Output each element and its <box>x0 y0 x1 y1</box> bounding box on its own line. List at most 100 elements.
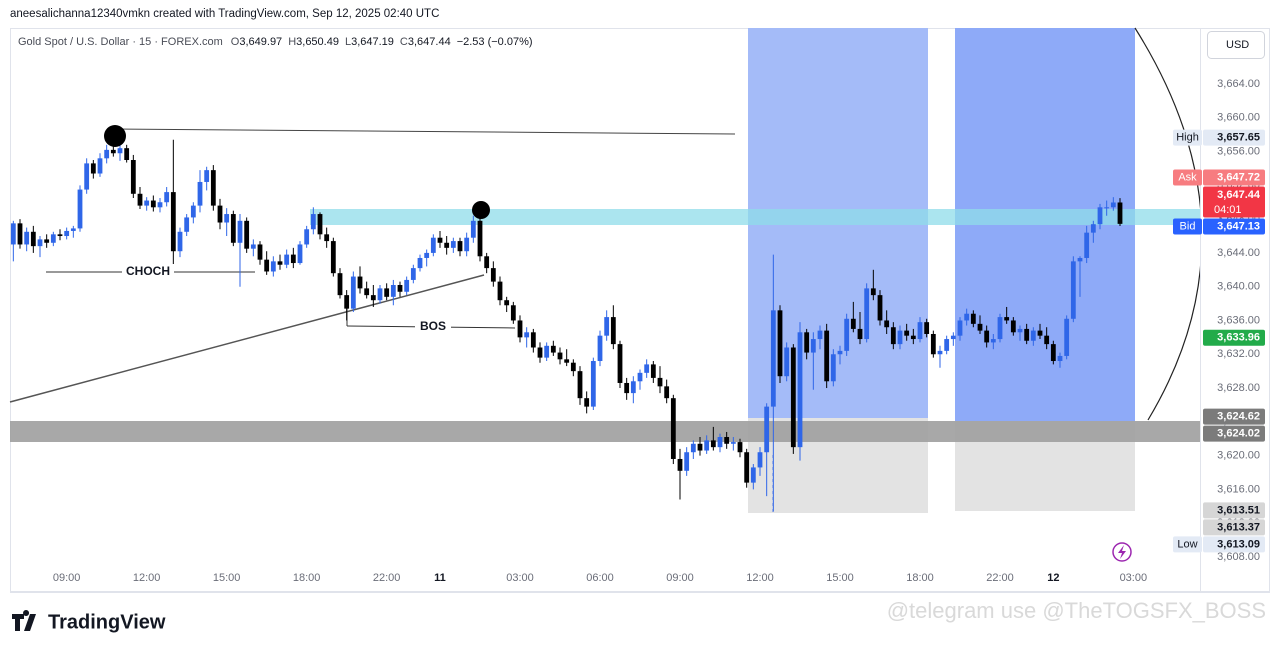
x-tick-label: 15:00 <box>213 572 241 584</box>
candle-body <box>164 192 170 203</box>
candles <box>10 129 1123 512</box>
candle-body <box>504 300 510 306</box>
candle-body <box>150 200 156 208</box>
x-tick-label: 09:00 <box>53 572 81 584</box>
candle-body <box>190 205 196 218</box>
candle-body <box>1104 207 1110 209</box>
candle-body <box>264 259 270 272</box>
candle-body <box>464 237 470 252</box>
candle-body <box>890 327 896 345</box>
candle-body <box>904 330 910 336</box>
candle-body <box>97 158 103 174</box>
candle-body <box>230 214 236 243</box>
candle-body <box>364 288 370 296</box>
countdown: 04:01 <box>1214 204 1242 216</box>
y-tick-label: 3,644.00 <box>1217 247 1260 259</box>
candle-body <box>804 332 810 353</box>
candle-body <box>697 443 703 451</box>
candle-body <box>1077 257 1083 262</box>
alert-icon <box>1118 545 1126 559</box>
candle-body <box>470 220 476 238</box>
candle-body <box>1037 330 1043 336</box>
price-label-box <box>1203 519 1265 536</box>
candle-body <box>270 261 276 272</box>
candle-body <box>884 320 890 328</box>
legend-value: 3,647.44 <box>408 36 451 48</box>
candle-body <box>684 452 690 471</box>
candle-body <box>217 205 223 223</box>
alert-icon[interactable] <box>1112 542 1132 562</box>
y-tick-label: 3,664.00 <box>1217 78 1260 90</box>
price-label-box <box>1203 329 1265 346</box>
x-tick-label: 18:00 <box>906 572 934 584</box>
x-tick-label: 12:00 <box>133 572 161 584</box>
price-tag-box <box>1173 169 1202 186</box>
price-label: 3,613.51 <box>1217 504 1260 516</box>
price-tag: Low <box>1177 538 1197 550</box>
candle-body <box>344 295 350 309</box>
candle-body <box>937 350 943 355</box>
candle-body <box>450 241 456 248</box>
y-tick-label: 3,660.00 <box>1217 112 1260 124</box>
candle-body <box>384 288 390 297</box>
candle-body <box>1024 328 1030 341</box>
candle-body <box>990 339 996 343</box>
candle-body <box>37 239 43 247</box>
candle-body <box>490 268 496 282</box>
candle-body <box>810 339 816 353</box>
price-label: 3,624.02 <box>1217 427 1260 439</box>
price-label: 3,657.65 <box>1217 132 1260 144</box>
price-tag: High <box>1176 132 1199 144</box>
price-label: 3,624.62 <box>1217 410 1260 422</box>
candle-body <box>644 364 650 373</box>
candle-body <box>170 192 176 252</box>
candle-body <box>24 231 30 245</box>
candle-body <box>284 254 290 265</box>
brand: TradingView <box>48 611 166 633</box>
candle-body <box>537 347 543 358</box>
currency[interactable]: USD <box>1226 39 1249 51</box>
y-tick-label: 3,656.00 <box>1217 145 1260 157</box>
candle-body <box>564 359 570 363</box>
candle-body <box>144 200 150 206</box>
currency-button[interactable] <box>1207 31 1265 59</box>
candle-body <box>1010 320 1016 333</box>
price-tag: Ask <box>1178 171 1197 183</box>
candle-body <box>770 310 776 407</box>
candle-body <box>430 237 436 253</box>
candle-body <box>117 148 123 154</box>
candle-body <box>944 339 950 351</box>
price-tag-box <box>1173 129 1202 146</box>
legend-key: O <box>231 36 240 48</box>
candle-body <box>910 335 916 340</box>
candle-body <box>310 214 316 230</box>
candle-body <box>1057 355 1063 362</box>
legend-symbol: Gold Spot / U.S. Dollar · 15 · FOREX.com <box>18 36 223 48</box>
candle-body <box>350 276 356 309</box>
candle-body <box>977 323 983 331</box>
y-tick-label: 3,616.00 <box>1217 483 1260 495</box>
candle-body <box>610 317 616 345</box>
credit: aneesalichanna12340vmkn created with Tra… <box>10 8 439 20</box>
candle-body <box>1090 224 1096 233</box>
candle-body <box>1064 318 1070 356</box>
x-tick-label: 11 <box>434 572 446 584</box>
candle-body <box>484 256 490 269</box>
y-tick-label: 3,608.00 <box>1217 551 1260 563</box>
candle-body <box>857 328 863 340</box>
candle-body <box>577 371 583 399</box>
legend-change: −2.53 (−0.07%) <box>457 36 533 48</box>
candle-body <box>524 332 530 338</box>
candle-body <box>744 452 750 483</box>
candle-body <box>457 241 463 252</box>
candle-body <box>797 332 803 448</box>
candle-body <box>917 322 923 340</box>
candle-body <box>1117 202 1123 224</box>
x-tick-label: 12 <box>1047 572 1059 584</box>
legend: Gold Spot / U.S. Dollar · 15 · FOREX.com… <box>18 36 533 48</box>
candle-body <box>90 163 96 174</box>
trend-line <box>114 128 736 135</box>
candle-body <box>237 220 243 243</box>
bos-label: BOS <box>420 319 446 333</box>
candle-body <box>590 361 596 407</box>
